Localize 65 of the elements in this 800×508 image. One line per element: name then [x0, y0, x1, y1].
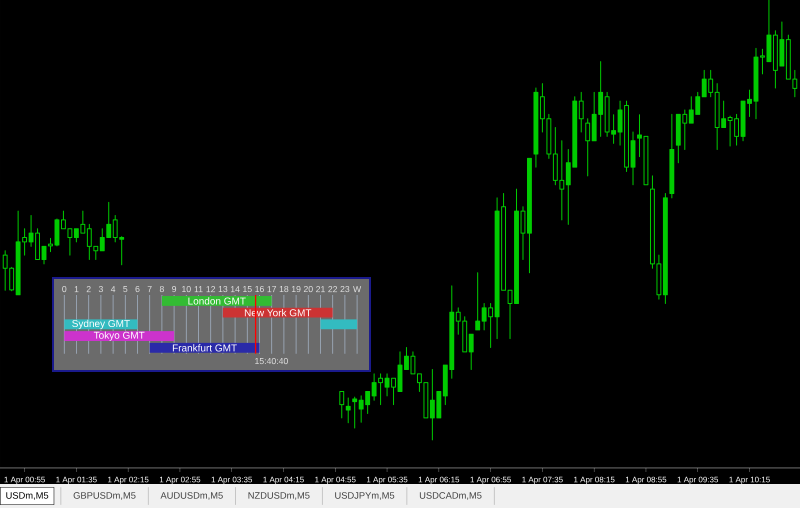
candlestick — [456, 307, 461, 335]
x-tick-label: 2 — [86, 286, 91, 292]
x-tick-label: 15 — [243, 286, 252, 292]
x-tick-label: 16 — [255, 286, 264, 292]
candlestick — [462, 316, 468, 352]
text: USDm,M5 — [6, 492, 48, 500]
x-tick-label: 1 Apr 02:15 — [108, 476, 148, 484]
y-tick-label: Tokyo GMT — [94, 331, 145, 341]
x-tick-label: 21 — [316, 286, 325, 292]
x-tick-label: 8 — [160, 286, 164, 292]
x-tick-label: 1 Apr 00:55 — [4, 476, 45, 484]
x-tick-label: 19 — [292, 286, 301, 292]
x-tick-label: 20 — [304, 286, 313, 292]
x-tick-label: 1 Apr 04:55 — [315, 476, 356, 484]
bar — [320, 319, 358, 330]
text: USDCADm,M5 — [420, 492, 482, 500]
y-tick-label: Sydney GMT — [72, 320, 130, 330]
x-tick-label: 1 — [74, 286, 78, 292]
x-tick-label: W — [353, 286, 362, 292]
candlestick — [578, 92, 584, 132]
y-tick-label: Frankfurt GMT — [172, 344, 237, 352]
x-tick-label: 1 Apr 06:15 — [418, 476, 460, 484]
annotation: 15:40:40 — [255, 358, 288, 364]
x-tick-label: 14 — [230, 286, 240, 292]
candlestick — [572, 96, 578, 168]
x-tick-label: 1 Apr 08:55 — [626, 476, 666, 484]
candlestick — [106, 202, 112, 238]
x-tick-label: 1 Apr 10:15 — [729, 476, 770, 484]
candlestick — [339, 390, 344, 418]
x-tick-label: 7 — [148, 286, 152, 292]
x-tick-label: 5 — [123, 286, 128, 292]
x-tick-label: 6 — [136, 286, 140, 292]
candlestick — [346, 398, 351, 424]
x-tick-label: 1 Apr 08:15 — [574, 476, 615, 484]
candlestick — [100, 228, 105, 252]
x-tick-label: 1 Apr 01:35 — [56, 476, 97, 484]
text: AUDUSDm,M5 — [160, 492, 223, 500]
x-tick-label: 18 — [280, 286, 288, 292]
x-tick-label: 10 — [182, 286, 191, 292]
text: GBPUSDm,M5 — [74, 492, 136, 500]
x-tick-label: 13 — [218, 286, 228, 292]
x-tick-label: 1 Apr 02:55 — [160, 476, 200, 484]
y-tick-label: London GMT — [188, 297, 246, 305]
x-tick-label: 3 — [98, 286, 103, 292]
x-tick-label: 11 — [194, 286, 203, 292]
x-tick-label: 1 Apr 06:55 — [470, 476, 511, 484]
bar — [64, 331, 174, 342]
x-tick-label: 1 Apr 09:35 — [678, 476, 718, 484]
x-tick-label: 0 — [62, 286, 66, 292]
x-tick-label: 4 — [110, 286, 116, 292]
candlestick — [695, 92, 700, 115]
x-tick-label: 23 — [340, 286, 350, 292]
x-tick-label: 1 Apr 07:35 — [522, 476, 563, 484]
x-tick-label: 1 Apr 05:35 — [366, 476, 408, 484]
candlestick — [669, 114, 674, 198]
x-tick-label: 22 — [328, 286, 338, 292]
x-tick-label: 9 — [172, 286, 176, 292]
text: NZDUSDm,M5 — [248, 492, 310, 500]
candlestick — [688, 96, 694, 124]
candlestick — [468, 334, 474, 370]
x-tick-label: 1 Apr 04:15 — [263, 476, 304, 484]
text: USDJPYm,M5 — [335, 492, 394, 500]
x-tick-label: 17 — [268, 286, 276, 292]
x-tick-label: 12 — [206, 286, 216, 292]
x-tick-label: 1 Apr 03:35 — [212, 476, 252, 484]
